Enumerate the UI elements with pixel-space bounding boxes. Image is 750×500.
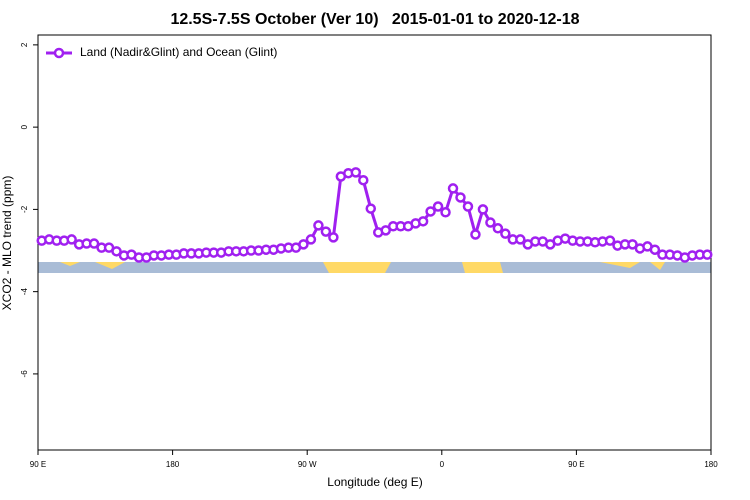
data-point <box>492 223 504 234</box>
data-point <box>604 235 616 246</box>
data-point <box>485 217 496 228</box>
chart-title: 12.5S-7.5S October (Ver 10) 2015-01-01 t… <box>170 11 579 28</box>
x-tick-label: 90 E <box>568 460 584 469</box>
data-point <box>515 234 526 245</box>
y-tick-label: -6 <box>20 370 29 378</box>
data-point <box>440 207 451 218</box>
legend-label: Land (Nadir&Glint) and Ocean (Glint) <box>80 45 277 59</box>
data-point <box>305 234 317 245</box>
y-tick-label: 0 <box>20 124 29 129</box>
data-point <box>88 238 100 249</box>
y-tick-label: 2 <box>20 42 29 47</box>
data-point <box>380 225 391 236</box>
data-point <box>358 174 369 186</box>
x-axis-title: Longitude (deg E) <box>327 475 422 489</box>
y-tick-label: -2 <box>20 205 29 213</box>
legend-marker <box>53 47 65 59</box>
x-tick-label: 180 <box>704 460 718 469</box>
x-tick-label: 180 <box>166 460 180 469</box>
data-point <box>702 249 713 260</box>
land-speck <box>60 262 665 270</box>
data-point <box>462 201 474 212</box>
land-mask <box>38 262 711 273</box>
data-point <box>627 239 638 250</box>
data-point <box>313 220 324 231</box>
data-point <box>320 226 332 237</box>
x-tick-label: 90 E <box>30 460 46 469</box>
data-point <box>417 216 429 227</box>
data-point <box>500 228 511 239</box>
y-axis-title: XCO2 - MLO trend (ppm) <box>0 176 14 311</box>
data-point <box>447 183 459 194</box>
x-tick-label: 90 W <box>298 460 317 469</box>
data-point <box>328 232 339 243</box>
data-point <box>455 192 466 203</box>
data-point <box>425 206 436 217</box>
data-point <box>66 234 77 245</box>
data-point <box>432 201 444 212</box>
x-tick-label: 0 <box>440 460 445 469</box>
data-point <box>298 239 309 250</box>
land-strip <box>323 262 391 273</box>
data-point <box>111 246 122 257</box>
data-point <box>649 244 661 255</box>
y-tick-label: -4 <box>20 288 29 296</box>
data-point <box>365 203 377 214</box>
land-strip <box>462 262 503 273</box>
data-point <box>477 204 489 215</box>
data-point <box>350 167 362 178</box>
data-point <box>470 229 481 240</box>
